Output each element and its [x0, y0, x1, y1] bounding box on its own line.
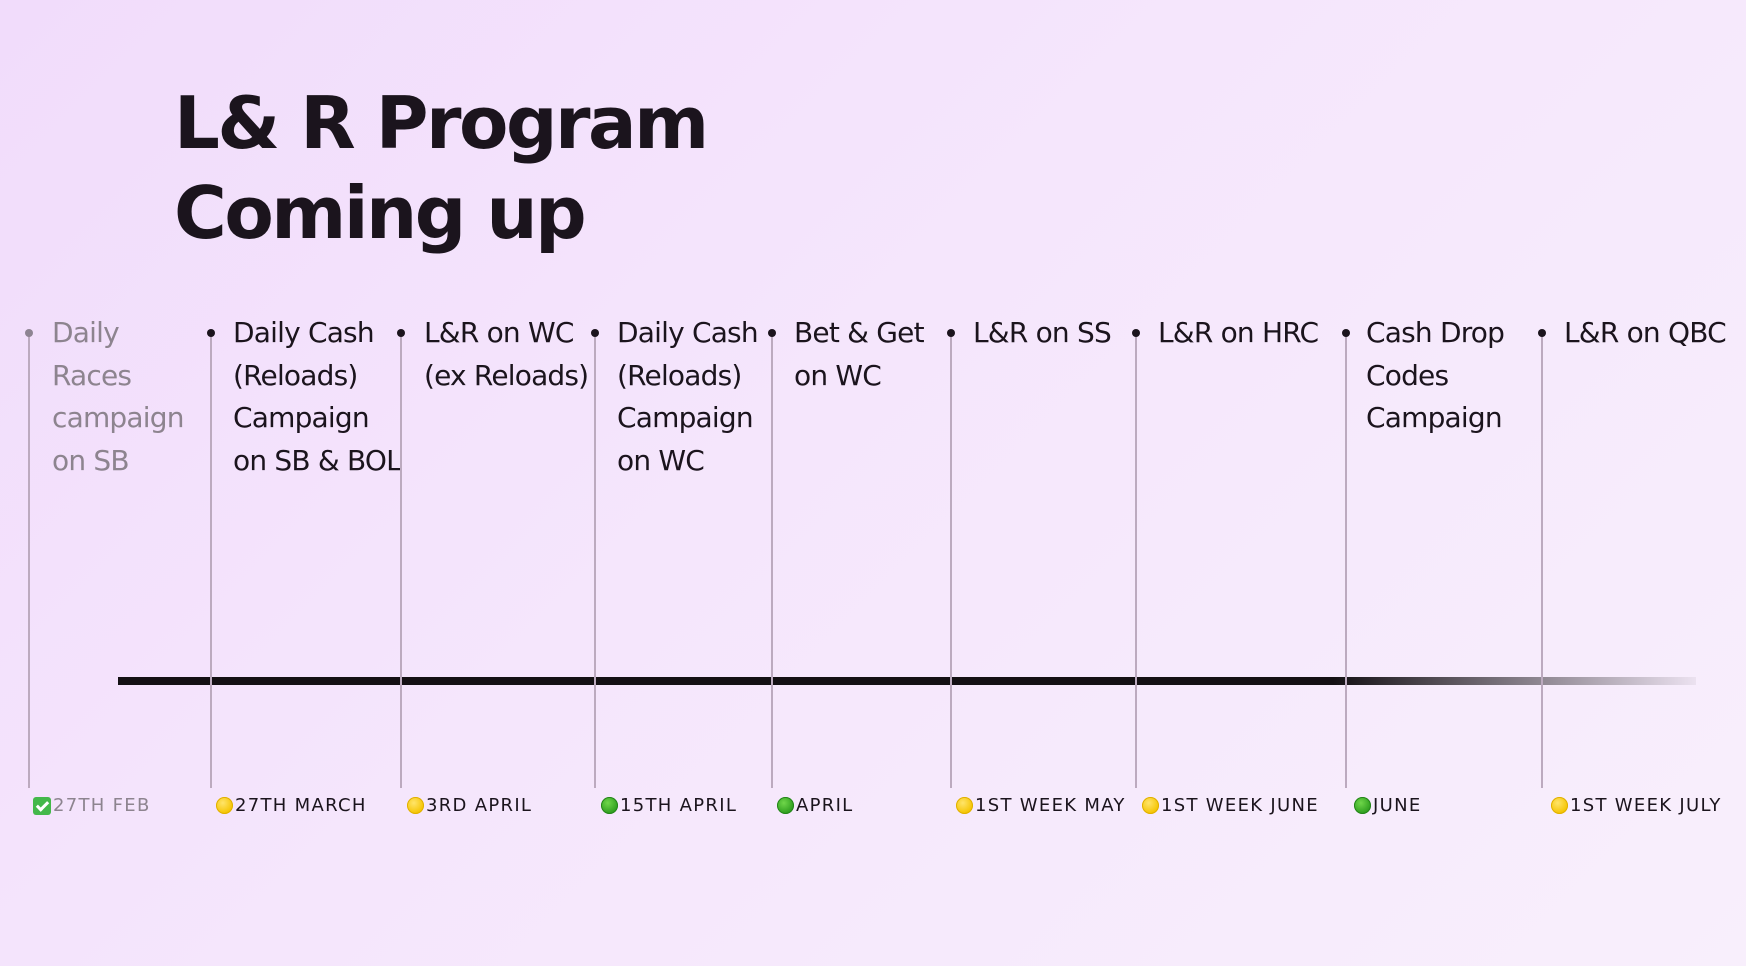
bullet-dot-icon — [397, 329, 405, 337]
milestone-connector — [950, 333, 952, 788]
milestone-date-text: APRIL — [796, 795, 854, 816]
bullet-dot-icon — [1342, 329, 1350, 337]
milestone-label: L&R on QBC — [1564, 316, 1727, 349]
milestone-connector — [400, 333, 402, 788]
milestone-date-text: 1ST WEEK JULY — [1570, 795, 1722, 816]
bullet-dot-icon — [591, 329, 599, 337]
milestone-label: Daily Races campaign on SB — [52, 316, 184, 477]
milestone-date: 1ST WEEK JUNE — [1142, 795, 1319, 816]
yellow-circle-icon — [407, 797, 424, 814]
milestone-label: L&R on SS — [973, 316, 1112, 349]
timeline-axis — [118, 677, 1696, 685]
milestone-connector — [1345, 333, 1347, 788]
yellow-circle-icon — [956, 797, 973, 814]
milestone-date-text: 15TH APRIL — [620, 795, 738, 816]
title-line-2: Coming up — [174, 171, 587, 255]
green-circle-icon — [777, 797, 794, 814]
milestone-label: L&R on HRC — [1158, 316, 1319, 349]
milestone-date: 1ST WEEK JULY — [1551, 795, 1722, 816]
milestone-label: L&R on WC (ex Reloads) — [424, 316, 589, 392]
bullet-dot-icon — [947, 329, 955, 337]
milestone-date-text: 27TH FEB — [53, 795, 151, 816]
green-circle-icon — [1354, 797, 1371, 814]
milestone-date-text: 1ST WEEK MAY — [975, 795, 1126, 816]
page-title: L& R Program Coming up — [174, 78, 709, 258]
milestone-label: Daily Cash (Reloads) Campaign on SB & BO… — [233, 316, 402, 477]
title-line-1: L& R Program — [174, 81, 709, 165]
milestone-date: 3RD APRIL — [407, 795, 532, 816]
milestone-date: 27TH MARCH — [216, 795, 367, 816]
yellow-circle-icon — [1142, 797, 1159, 814]
yellow-circle-icon — [1551, 797, 1568, 814]
milestone-date-text: 3RD APRIL — [426, 795, 533, 816]
milestone-date: 15TH APRIL — [601, 795, 737, 816]
milestone-label: Bet & Get on WC — [794, 316, 925, 392]
milestone-date-text: 1ST WEEK JUNE — [1161, 795, 1319, 816]
milestone-connector — [594, 333, 596, 788]
milestone-date: APRIL — [777, 795, 854, 816]
milestone-date-text: JUNE — [1373, 795, 1422, 816]
bullet-dot-icon — [768, 329, 776, 337]
milestone-connector — [771, 333, 773, 788]
milestone-date-text: 27TH MARCH — [235, 795, 367, 816]
milestone-date: 1ST WEEK MAY — [956, 795, 1126, 816]
milestone-connector — [28, 333, 30, 788]
milestone-connector — [210, 333, 212, 788]
bullet-dot-icon — [1132, 329, 1140, 337]
milestone-connector — [1541, 333, 1543, 788]
milestone-connector — [1135, 333, 1137, 788]
milestone-label: Cash Drop Codes Campaign — [1366, 316, 1505, 434]
milestone-date: JUNE — [1354, 795, 1422, 816]
yellow-circle-icon — [216, 797, 233, 814]
bullet-dot-icon — [207, 329, 215, 337]
bullet-dot-icon — [25, 329, 33, 337]
bullet-dot-icon — [1538, 329, 1546, 337]
green-circle-icon — [601, 797, 618, 814]
milestone-date: 27TH FEB — [33, 795, 151, 816]
check-box-icon — [33, 796, 51, 815]
milestone-label: Daily Cash (Reloads) Campaign on WC — [617, 316, 759, 477]
